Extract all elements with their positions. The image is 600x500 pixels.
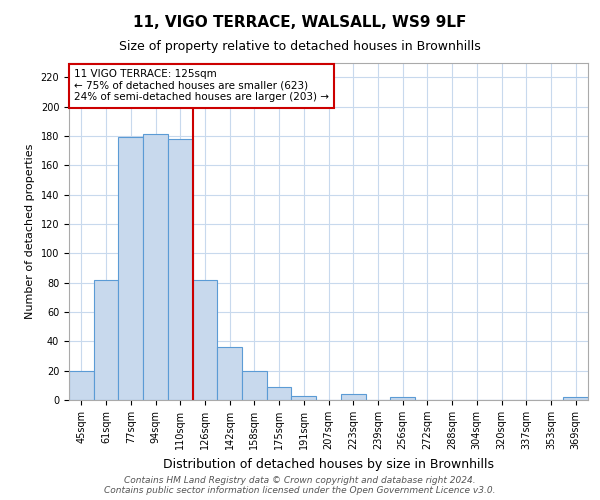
Text: 11 VIGO TERRACE: 125sqm
← 75% of detached houses are smaller (623)
24% of semi-d: 11 VIGO TERRACE: 125sqm ← 75% of detache… bbox=[74, 69, 329, 102]
Bar bbox=[193, 280, 217, 400]
Bar bbox=[94, 280, 118, 400]
Bar bbox=[118, 138, 143, 400]
Bar bbox=[563, 397, 588, 400]
Bar bbox=[267, 387, 292, 400]
Bar bbox=[217, 347, 242, 400]
X-axis label: Distribution of detached houses by size in Brownhills: Distribution of detached houses by size … bbox=[163, 458, 494, 470]
Text: Size of property relative to detached houses in Brownhills: Size of property relative to detached ho… bbox=[119, 40, 481, 53]
Text: 11, VIGO TERRACE, WALSALL, WS9 9LF: 11, VIGO TERRACE, WALSALL, WS9 9LF bbox=[133, 15, 467, 30]
Bar bbox=[242, 370, 267, 400]
Bar bbox=[341, 394, 365, 400]
Bar bbox=[143, 134, 168, 400]
Bar bbox=[168, 139, 193, 400]
Text: Contains HM Land Registry data © Crown copyright and database right 2024.
Contai: Contains HM Land Registry data © Crown c… bbox=[104, 476, 496, 495]
Bar bbox=[292, 396, 316, 400]
Bar bbox=[69, 370, 94, 400]
Y-axis label: Number of detached properties: Number of detached properties bbox=[25, 144, 35, 319]
Bar bbox=[390, 397, 415, 400]
